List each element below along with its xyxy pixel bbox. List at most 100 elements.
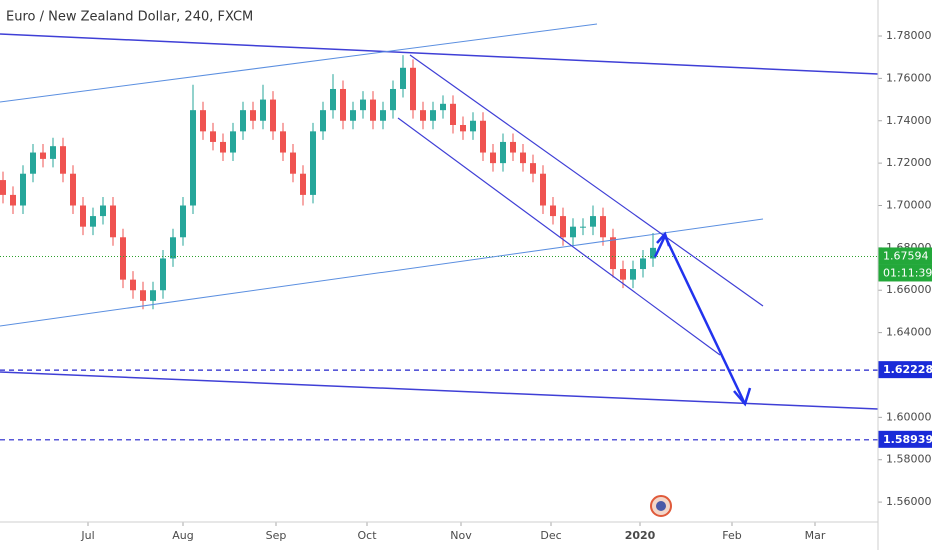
price-label: 1.67594 [883,249,929,262]
candle-body [620,269,626,280]
candle-body [530,163,536,174]
candle-body [490,152,496,164]
x-tick-label: Mar [805,529,826,542]
candle-body [250,110,256,121]
candle-body [350,110,356,121]
candle-body [400,67,406,89]
drawings [0,23,879,410]
candle-body [630,269,636,280]
candle-body [570,226,576,238]
candle-body [550,205,556,217]
trend-line [0,218,764,327]
candle-body [470,120,476,132]
y-tick-label: 1.66000 [886,283,932,296]
y-tick-label: 1.56000 [886,495,932,508]
candle-body [50,146,56,159]
candle-body [200,110,206,132]
candle-body [480,120,486,153]
candle-body [310,131,316,195]
candle-body [390,88,396,111]
x-tick-label: Jul [80,529,94,542]
y-tick-label: 1.60000 [886,410,932,423]
candle-body [580,226,586,228]
countdown-box [878,264,932,282]
y-tick-label: 1.58000 [886,453,932,466]
candle-body [60,146,66,174]
axes: 1.780001.760001.740001.720001.700001.680… [80,29,932,542]
y-tick-label: 1.72000 [886,156,932,169]
channel-line [409,54,764,307]
candle-body [450,103,456,125]
x-tick-label: Sep [266,529,287,542]
candle-body [160,258,166,291]
candle-body [230,131,236,153]
candle-body [600,216,606,238]
candle-body [70,173,76,206]
candle-body [240,110,246,132]
candle-body [560,216,566,238]
trend-line [0,33,879,75]
candle-body [190,110,196,206]
candle-body [430,110,436,121]
x-tick-label: Feb [722,529,741,542]
candle-body [180,205,186,238]
candle-body [510,141,516,153]
candle-body [500,141,506,164]
arrow-head [656,231,671,247]
candle-body [80,205,86,227]
candle-body [410,67,416,111]
candle-body [440,103,446,111]
candle-body [520,152,526,164]
level-box [878,361,932,379]
x-tick-label: 2020 [625,529,656,542]
candle-body [590,216,596,227]
arrow-head [733,387,752,407]
candle-body [260,99,266,121]
candle-body [380,110,386,121]
candle-body [650,247,656,259]
y-tick-label: 1.78000 [886,29,932,42]
level-label: 1.62228 [883,363,932,376]
x-tick-label: Oct [357,529,377,542]
candle-body [120,237,126,280]
level-label: 1.58939 [883,433,932,446]
countdown-label: 01:11:39 [883,266,932,279]
trend-line [0,23,598,103]
candle-body [10,194,16,206]
candle-body [130,279,136,291]
y-tick-label: 1.74000 [886,114,932,127]
plot [0,55,878,441]
candle-body [150,290,156,301]
candle-body [0,180,6,195]
candle-body [110,205,116,238]
channel-line [397,117,721,356]
candle-body [210,131,216,142]
candle-body [300,173,306,195]
candle-body [370,99,376,121]
candle-body [140,290,146,301]
candle-body [320,110,326,132]
y-tick-label: 1.76000 [886,71,932,84]
candle-body [170,237,176,259]
candle-body [30,152,36,174]
candle-body [20,173,26,206]
candle-body [100,205,106,217]
candle-body [640,258,646,270]
candle-body [290,152,296,174]
candle-body [540,173,546,206]
chart-title: Euro / New Zealand Dollar, 240, FXCM [6,10,253,25]
candle-body [220,141,226,153]
candle-body [280,131,286,153]
x-tick-label: Nov [450,529,472,542]
candle-body [40,152,46,159]
x-tick-label: Dec [540,529,561,542]
candle-body [420,110,426,121]
candle-body [90,216,96,227]
candle-body [340,88,346,121]
y-tick-label: 1.64000 [886,326,932,339]
candle-body [610,237,616,270]
candle-body [360,99,366,111]
level-box [878,430,932,448]
